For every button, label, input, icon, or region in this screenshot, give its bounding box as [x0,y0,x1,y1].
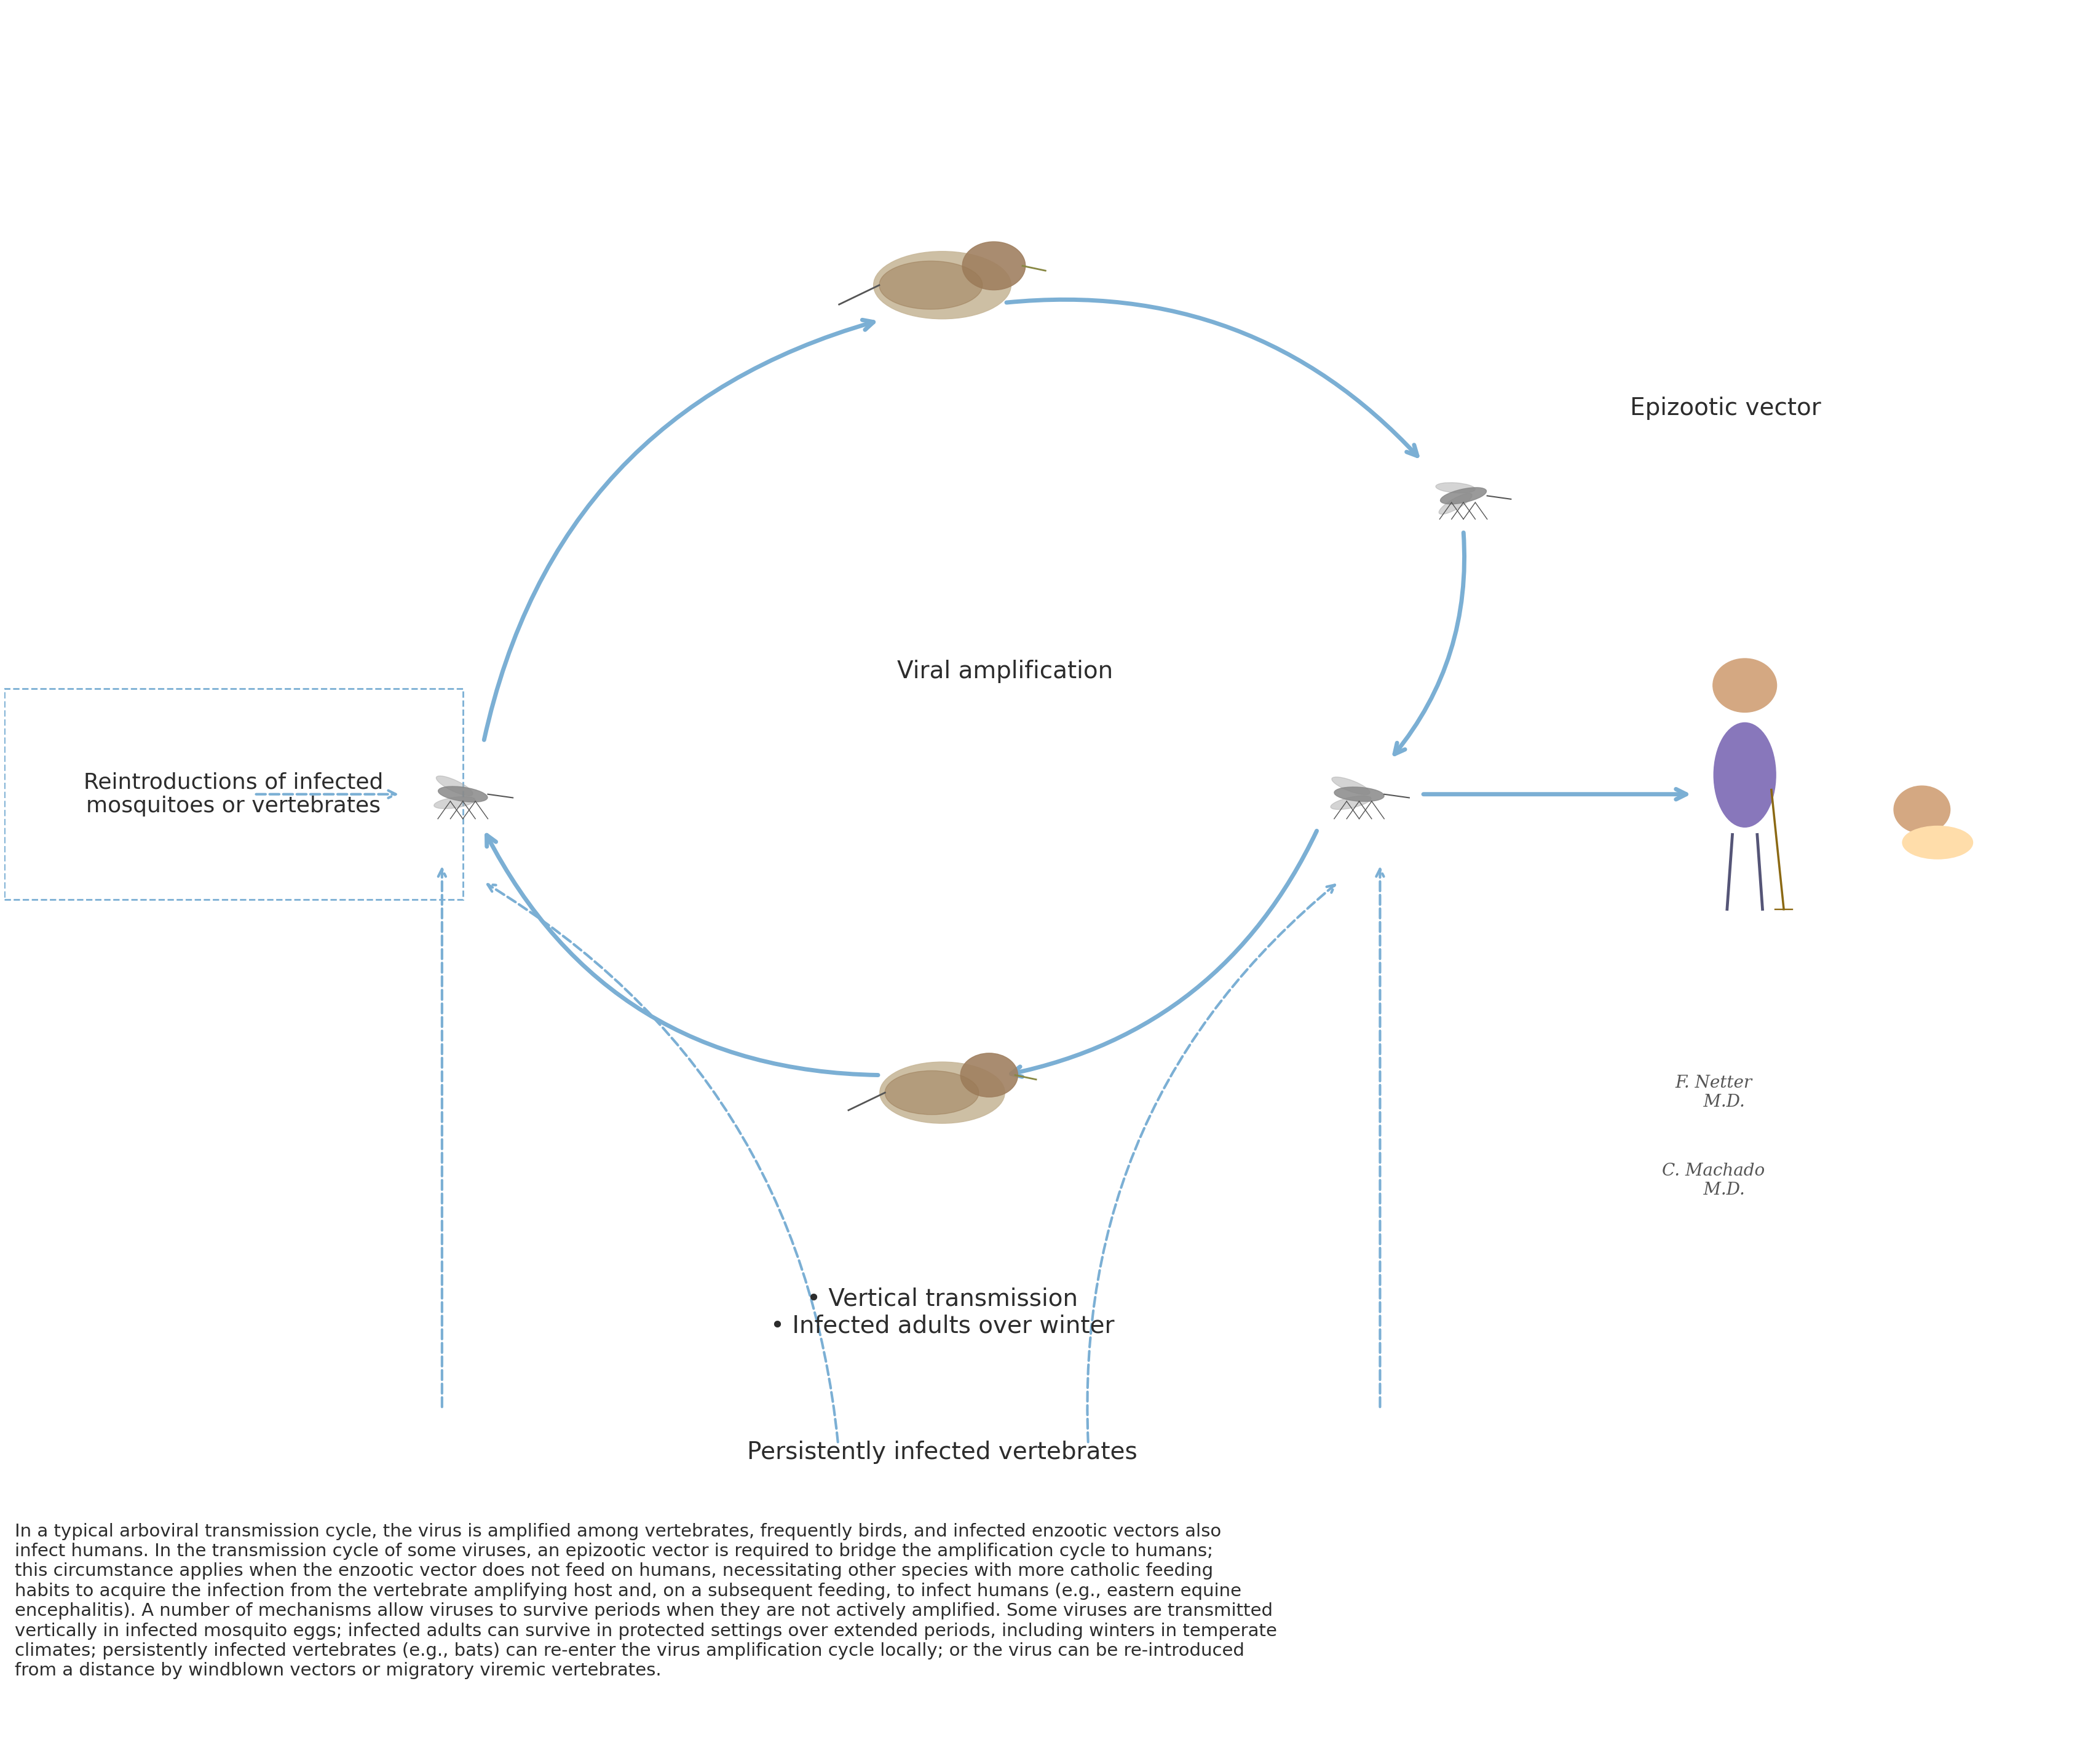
Ellipse shape [1440,487,1486,505]
Ellipse shape [1331,796,1371,810]
Ellipse shape [1331,776,1371,794]
Ellipse shape [1903,826,1974,859]
Circle shape [1894,787,1951,833]
Text: Reintroductions of infected
mosquitoes or vertebrates: Reintroductions of infected mosquitoes o… [84,771,383,817]
Ellipse shape [437,787,488,803]
FancyArrowPatch shape [1088,886,1335,1441]
Ellipse shape [885,1071,980,1115]
Ellipse shape [963,242,1026,289]
Ellipse shape [961,1053,1017,1097]
Text: F. Netter
    M.D.: F. Netter M.D. [1674,1074,1752,1111]
FancyArrowPatch shape [1377,870,1383,1408]
Circle shape [1712,658,1777,713]
FancyArrowPatch shape [255,790,396,797]
Ellipse shape [1436,483,1476,492]
Ellipse shape [433,797,475,808]
FancyArrowPatch shape [488,834,879,1074]
FancyArrowPatch shape [483,319,873,739]
FancyArrowPatch shape [1007,300,1417,455]
Ellipse shape [1714,723,1775,827]
Ellipse shape [1333,787,1383,801]
Text: In a typical arboviral transmission cycle, the virus is amplified among vertebra: In a typical arboviral transmission cycl… [15,1522,1277,1679]
Text: Persistently infected vertebrates: Persistently infected vertebrates [747,1441,1136,1464]
FancyArrowPatch shape [1011,831,1316,1076]
Ellipse shape [879,261,982,309]
Text: C. Machado
    M.D.: C. Machado M.D. [1662,1162,1764,1198]
FancyArrowPatch shape [437,870,446,1408]
FancyArrowPatch shape [488,884,837,1441]
Text: Viral amplification: Viral amplification [898,660,1113,683]
Ellipse shape [879,1062,1005,1124]
Ellipse shape [435,776,473,796]
Text: Epizootic vector: Epizootic vector [1630,397,1821,420]
FancyArrowPatch shape [1394,533,1465,753]
Text: • Vertical transmission
• Infected adults over winter: • Vertical transmission • Infected adult… [770,1288,1113,1337]
Ellipse shape [873,250,1011,319]
Ellipse shape [1438,494,1471,515]
FancyArrowPatch shape [1423,789,1687,799]
